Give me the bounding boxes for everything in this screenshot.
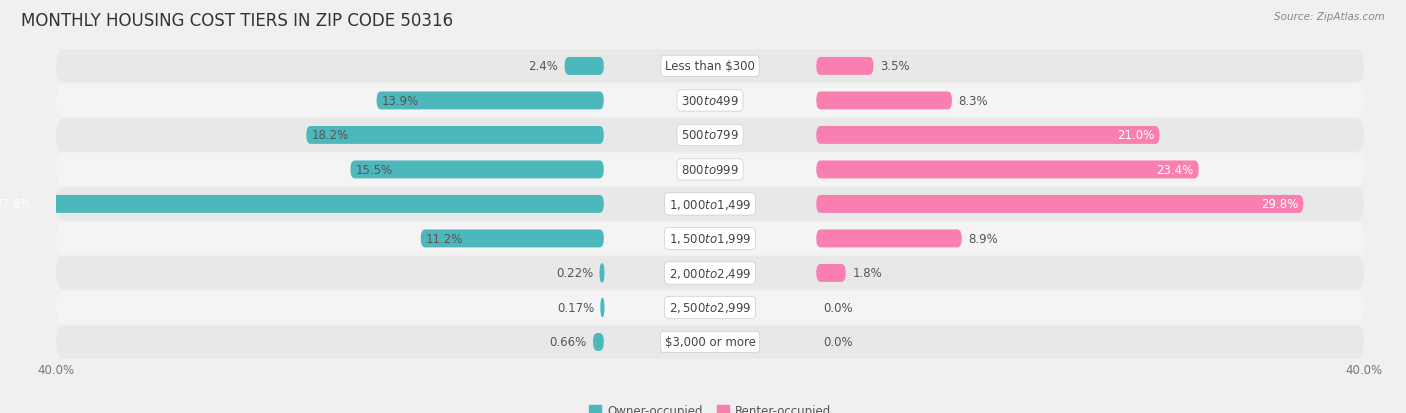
FancyBboxPatch shape	[817, 161, 1199, 179]
FancyBboxPatch shape	[56, 50, 1364, 83]
FancyBboxPatch shape	[0, 195, 603, 214]
Text: 18.2%: 18.2%	[311, 129, 349, 142]
Text: $3,000 or more: $3,000 or more	[665, 336, 755, 349]
FancyBboxPatch shape	[350, 161, 603, 179]
Text: Source: ZipAtlas.com: Source: ZipAtlas.com	[1274, 12, 1385, 22]
FancyBboxPatch shape	[817, 92, 952, 110]
Text: 3.5%: 3.5%	[880, 60, 910, 73]
Legend: Owner-occupied, Renter-occupied: Owner-occupied, Renter-occupied	[585, 399, 835, 413]
FancyBboxPatch shape	[420, 230, 603, 248]
Text: 11.2%: 11.2%	[426, 233, 463, 245]
Text: 8.3%: 8.3%	[959, 95, 988, 108]
Text: 0.17%: 0.17%	[557, 301, 595, 314]
Text: $800 to $999: $800 to $999	[681, 164, 740, 176]
Text: $500 to $799: $500 to $799	[681, 129, 740, 142]
Text: $2,000 to $2,499: $2,000 to $2,499	[669, 266, 751, 280]
Text: 0.0%: 0.0%	[823, 336, 852, 349]
FancyBboxPatch shape	[377, 92, 603, 110]
FancyBboxPatch shape	[817, 264, 845, 282]
FancyBboxPatch shape	[817, 127, 1160, 145]
FancyBboxPatch shape	[307, 127, 603, 145]
Text: 13.9%: 13.9%	[381, 95, 419, 108]
Text: 2.4%: 2.4%	[529, 60, 558, 73]
Text: 1.8%: 1.8%	[852, 267, 882, 280]
FancyBboxPatch shape	[56, 222, 1364, 255]
Text: 0.66%: 0.66%	[550, 336, 586, 349]
FancyBboxPatch shape	[593, 333, 603, 351]
Text: 0.22%: 0.22%	[557, 267, 593, 280]
Text: MONTHLY HOUSING COST TIERS IN ZIP CODE 50316: MONTHLY HOUSING COST TIERS IN ZIP CODE 5…	[21, 12, 453, 30]
FancyBboxPatch shape	[817, 58, 873, 76]
Text: 23.4%: 23.4%	[1157, 164, 1194, 176]
Text: Less than $300: Less than $300	[665, 60, 755, 73]
FancyBboxPatch shape	[817, 230, 962, 248]
Text: $1,500 to $1,999: $1,500 to $1,999	[669, 232, 751, 246]
FancyBboxPatch shape	[56, 85, 1364, 118]
FancyBboxPatch shape	[56, 257, 1364, 290]
FancyBboxPatch shape	[56, 325, 1364, 358]
Text: 37.8%: 37.8%	[0, 198, 31, 211]
FancyBboxPatch shape	[56, 119, 1364, 152]
FancyBboxPatch shape	[56, 154, 1364, 187]
FancyBboxPatch shape	[565, 58, 603, 76]
Text: 8.9%: 8.9%	[969, 233, 998, 245]
FancyBboxPatch shape	[56, 188, 1364, 221]
Text: 21.0%: 21.0%	[1118, 129, 1154, 142]
Text: 15.5%: 15.5%	[356, 164, 392, 176]
Text: $300 to $499: $300 to $499	[681, 95, 740, 108]
Ellipse shape	[600, 264, 603, 282]
Text: $2,500 to $2,999: $2,500 to $2,999	[669, 301, 751, 315]
Text: $1,000 to $1,499: $1,000 to $1,499	[669, 197, 751, 211]
Text: 0.0%: 0.0%	[823, 301, 852, 314]
FancyBboxPatch shape	[817, 195, 1303, 214]
Text: 29.8%: 29.8%	[1261, 198, 1299, 211]
Ellipse shape	[600, 299, 603, 317]
FancyBboxPatch shape	[56, 291, 1364, 324]
